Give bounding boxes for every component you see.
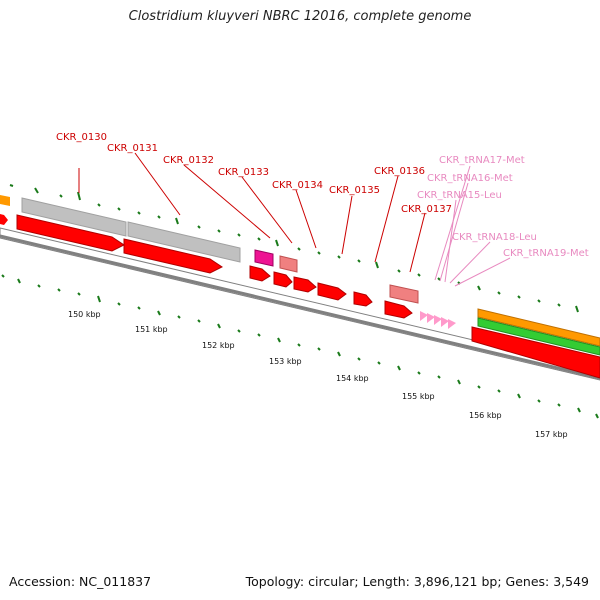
gene-label-ckr0132[interactable]: CKR_0132	[163, 155, 214, 166]
trna-label-16-met[interactable]: CKR_tRNA16-Met	[427, 173, 513, 184]
feature-pink-1[interactable]	[279, 255, 298, 273]
inner-tick-track	[1, 274, 599, 419]
feature-red-left[interactable]	[0, 214, 8, 225]
pseudogene-2[interactable]	[127, 221, 241, 263]
pseudogene-1[interactable]	[21, 197, 127, 237]
accession-label: Accession: NC_011837	[9, 574, 152, 589]
gene-arrow-ckr0130[interactable]	[16, 214, 125, 252]
gene-arrow-ckr0135b[interactable]	[317, 282, 347, 301]
kbp-label-156: 156 kbp	[469, 411, 502, 420]
kbp-label-153: 153 kbp	[269, 357, 302, 366]
trna-label-leaders	[434, 165, 511, 287]
gene-arrow-ckr0134[interactable]	[273, 271, 293, 288]
kbp-label-152: 152 kbp	[202, 341, 235, 350]
trna-label-18-leu[interactable]: CKR_tRNA18-Leu	[452, 232, 537, 243]
gene-label-ckr0135[interactable]: CKR_0135	[329, 185, 380, 196]
gene-label-leaders	[78, 152, 426, 273]
gene-label-ckr0137[interactable]: CKR_0137	[401, 204, 452, 215]
gene-arrow-ckr0133[interactable]	[249, 265, 271, 282]
kbp-label-150: 150 kbp	[68, 310, 101, 319]
gene-arrow-ckr0137[interactable]	[384, 300, 413, 319]
gene-arrow-ckr0135a[interactable]	[293, 276, 317, 293]
gene-arrow-ckr0136[interactable]	[353, 291, 373, 307]
kbp-label-151: 151 kbp	[135, 325, 168, 334]
feature-orange-left[interactable]	[0, 195, 10, 206]
trna-label-17-met[interactable]: CKR_tRNA17-Met	[439, 155, 525, 166]
genome-title: Clostridium kluyveri NBRC 12016, complet…	[128, 9, 472, 24]
genome-summary: Topology: circular; Length: 3,896,121 bp…	[245, 574, 589, 589]
feature-pink-2[interactable]	[389, 284, 419, 304]
gene-label-ckr0134[interactable]: CKR_0134	[272, 180, 323, 191]
trna-cluster[interactable]	[420, 311, 456, 329]
feature-green-right[interactable]	[477, 317, 600, 356]
kbp-label-155: 155 kbp	[402, 392, 435, 401]
feature-orange-right[interactable]	[477, 308, 600, 347]
feature-magenta[interactable]	[254, 249, 274, 267]
genome-backbone-shadow	[0, 234, 600, 380]
trna-label-19-met[interactable]: CKR_tRNA19-Met	[503, 248, 589, 259]
feature-red-right[interactable]	[471, 326, 600, 379]
gene-label-ckr0136[interactable]: CKR_0136	[374, 166, 425, 177]
gene-label-ckr0133[interactable]: CKR_0133	[218, 167, 269, 178]
gene-arrow-ckr0131[interactable]	[123, 238, 223, 274]
gene-label-ckr0130[interactable]: CKR_0130	[56, 132, 107, 143]
outer-tick-track	[9, 184, 579, 313]
trna-label-15-leu[interactable]: CKR_tRNA15-Leu	[417, 190, 502, 201]
gene-label-ckr0131[interactable]: CKR_0131	[107, 143, 158, 154]
kbp-label-154: 154 kbp	[336, 374, 369, 383]
kbp-label-157: 157 kbp	[535, 430, 568, 439]
